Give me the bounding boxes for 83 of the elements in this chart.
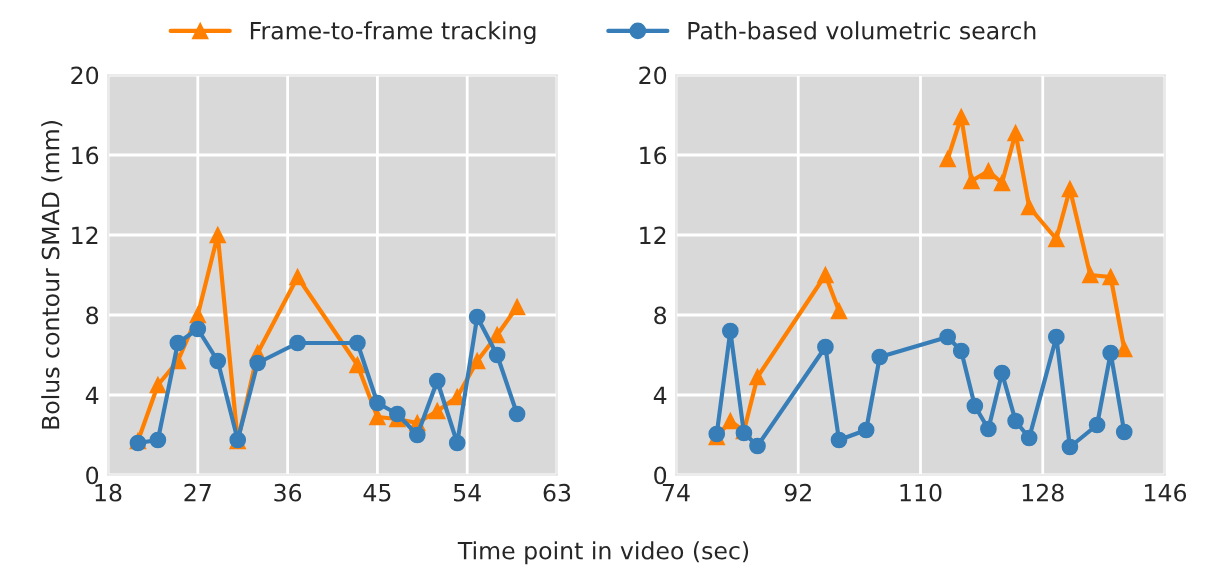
point xyxy=(966,397,984,415)
x-tick-label: 146 xyxy=(1145,483,1187,502)
point xyxy=(428,372,446,390)
y-tick-label: 12 xyxy=(72,226,98,244)
y-tick-label: 0 xyxy=(654,466,667,485)
point xyxy=(963,172,980,190)
y-tick-label: 0 xyxy=(86,466,99,485)
x-tick-label: 18 xyxy=(95,483,122,502)
point xyxy=(1102,268,1120,286)
point xyxy=(857,421,875,439)
point xyxy=(508,298,526,316)
point xyxy=(1047,328,1065,346)
point xyxy=(1020,429,1038,447)
point xyxy=(939,150,957,168)
point xyxy=(189,320,207,338)
x-tick-label: 110 xyxy=(900,483,942,502)
point xyxy=(289,334,306,352)
point xyxy=(428,402,446,420)
point xyxy=(830,431,848,449)
point xyxy=(817,266,834,284)
x-tick-label: 128 xyxy=(1022,483,1064,502)
x-tick-label: 63 xyxy=(543,483,571,502)
point xyxy=(1007,412,1024,430)
point xyxy=(1047,230,1065,248)
x-tick-label: 74 xyxy=(662,484,690,502)
point xyxy=(721,412,739,430)
point xyxy=(1115,423,1133,441)
point xyxy=(721,322,739,340)
point xyxy=(980,162,997,180)
y-tick-label: 4 xyxy=(85,386,99,404)
y-tick-label: 8 xyxy=(654,306,667,325)
point xyxy=(749,368,766,386)
point xyxy=(952,108,970,126)
point xyxy=(993,364,1011,382)
y-tick-label: 20 xyxy=(639,66,667,85)
y-axis-title: Bolus contour SMAD (mm) xyxy=(41,121,63,429)
x-tick-label: 92 xyxy=(784,483,811,502)
point xyxy=(1088,416,1106,434)
point xyxy=(1081,266,1099,284)
point xyxy=(952,342,970,360)
point xyxy=(817,338,834,356)
point xyxy=(1115,340,1133,358)
x-tick-label: 27 xyxy=(184,483,211,502)
y-tick-label: 16 xyxy=(640,146,667,165)
legend-label: Frame-to-frame tracking xyxy=(250,21,536,45)
point xyxy=(871,348,889,366)
point xyxy=(488,346,506,364)
point xyxy=(349,334,366,352)
point xyxy=(508,405,526,423)
legend-label: Path-based volumetric search xyxy=(688,21,1036,40)
point xyxy=(209,352,227,370)
point xyxy=(249,354,267,372)
x-tick-label: 45 xyxy=(363,484,391,502)
point xyxy=(993,174,1011,192)
point xyxy=(349,356,366,374)
point xyxy=(209,226,227,244)
point xyxy=(289,268,306,286)
y-tick-label: 8 xyxy=(86,306,99,325)
point xyxy=(1102,344,1120,362)
y-tick-label: 20 xyxy=(71,66,99,85)
point xyxy=(749,437,766,455)
point xyxy=(468,308,486,326)
point xyxy=(1007,124,1024,142)
point xyxy=(830,302,848,320)
point xyxy=(448,434,466,452)
point xyxy=(1061,438,1079,456)
point xyxy=(1061,180,1079,198)
y-tick-label: 4 xyxy=(653,386,667,404)
x-axis-title: Time point in video (sec) xyxy=(457,541,749,565)
x-tick-label: 54 xyxy=(454,484,481,502)
point xyxy=(448,388,466,406)
point xyxy=(408,426,426,444)
y-tick-label: 12 xyxy=(640,226,666,244)
point xyxy=(369,394,386,412)
point xyxy=(1020,198,1038,216)
point xyxy=(149,376,167,394)
point xyxy=(389,405,406,423)
point xyxy=(169,334,187,352)
point xyxy=(149,431,167,449)
y-tick-label: 16 xyxy=(72,146,99,165)
point xyxy=(980,420,997,438)
x-tick-label: 36 xyxy=(274,483,302,502)
point xyxy=(939,328,957,346)
